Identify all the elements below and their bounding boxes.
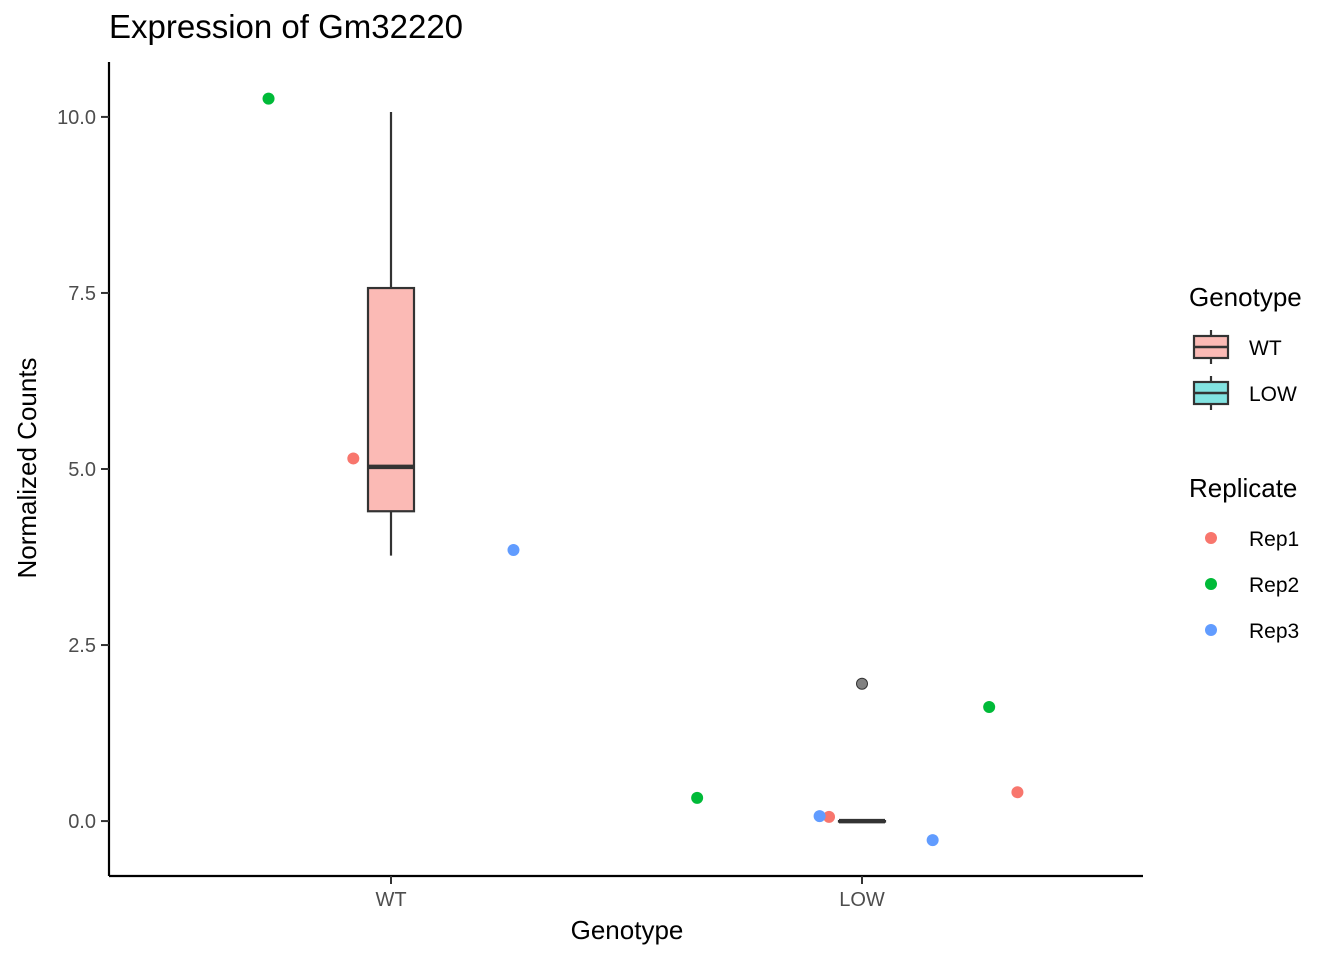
replicate-point (1011, 786, 1024, 799)
plot-area: 0.0 2.5 5.0 7.5 10.0 WT LOW (57, 62, 1143, 911)
legend-replicate-dot (1205, 624, 1217, 636)
chart-title: Expression of Gm32220 (109, 8, 463, 45)
replicate-point (507, 543, 520, 556)
replicate-point (926, 834, 939, 847)
legend-genotype-title: Genotype (1189, 282, 1302, 312)
box-body (366, 286, 416, 513)
x-axis-label: Genotype (571, 915, 684, 945)
legend-replicate-label: Rep3 (1249, 620, 1299, 643)
box-low (837, 818, 887, 824)
box-wt (366, 111, 416, 556)
legend-genotype-key (1192, 330, 1230, 364)
replicate-point (347, 452, 360, 465)
replicate-point (262, 92, 275, 105)
legend: Genotype WT LOW Replicate Rep1 Rep2 Rep3 (1189, 282, 1302, 643)
x-tick-label: WT (375, 889, 406, 911)
legend-genotype-key (1192, 376, 1230, 410)
replicate-point (813, 810, 826, 823)
y-axis-label: Normalized Counts (12, 357, 42, 578)
legend-replicate-label: Rep1 (1249, 528, 1299, 551)
replicate-point (691, 791, 704, 804)
legend-genotype-label: LOW (1249, 383, 1297, 406)
legend-replicate-dot (1205, 532, 1217, 544)
replicate-point (983, 701, 996, 714)
legend-replicate-title: Replicate (1189, 473, 1297, 503)
y-tick-label: 2.5 (68, 635, 96, 657)
legend-genotype-label: WT (1249, 337, 1282, 360)
y-tick-label: 0.0 (68, 811, 96, 833)
y-tick-label: 5.0 (68, 459, 96, 481)
legend-replicate-dot (1205, 578, 1217, 590)
outlier-point (856, 677, 868, 690)
replicate-point (823, 810, 836, 823)
y-tick-label: 10.0 (57, 107, 96, 129)
legend-replicate-label: Rep2 (1249, 574, 1299, 597)
y-tick-label: 7.5 (68, 283, 96, 305)
x-tick-label: LOW (839, 889, 885, 911)
